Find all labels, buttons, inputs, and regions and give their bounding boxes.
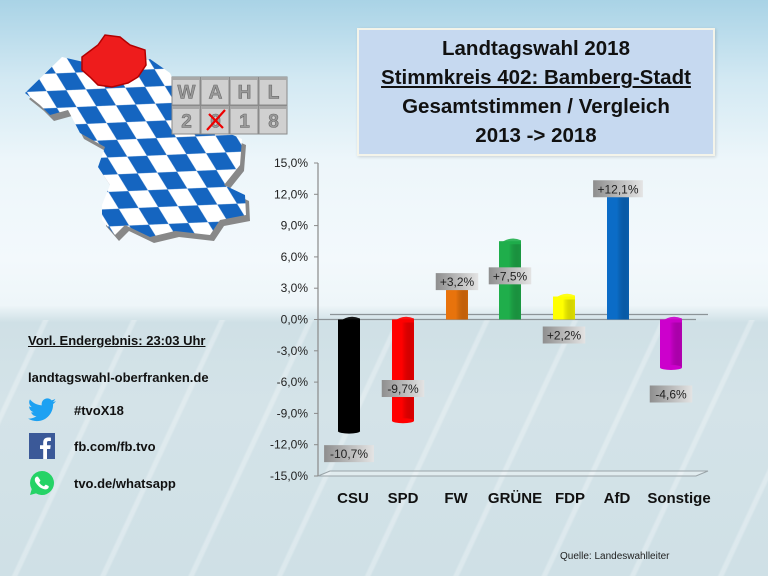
website-link[interactable]: landtagswahl-oberfranken.de [28, 370, 209, 385]
logo-cube: L [258, 76, 288, 106]
data-label: +7,5% [488, 267, 532, 285]
logo-cube: 0 [200, 105, 230, 135]
source-note: Quelle: Landeswahlleiter [560, 551, 670, 562]
bar-bottom [338, 428, 360, 434]
title-line-3: Gesamtstimmen / Vergleich [402, 95, 670, 118]
bar-fw [446, 283, 468, 320]
data-label-text: +2,2% [547, 329, 582, 343]
x-category-label: FDP [555, 490, 585, 507]
social-whatsapp[interactable]: tvo.de/whatsapp [28, 469, 176, 497]
x-category-label: FW [444, 490, 468, 507]
logo-cube: W [171, 76, 201, 106]
x-category-label: SPD [388, 490, 419, 507]
bar-bottom [660, 364, 682, 370]
logo-letter: L [268, 83, 280, 104]
facebook-icon [28, 432, 56, 460]
title-line-4: 2013 -> 2018 [475, 124, 597, 147]
social-twitter[interactable]: #tvoX18 [28, 396, 124, 424]
logo-letter: 1 [239, 112, 250, 133]
social-facebook[interactable]: fb.com/fb.tvo [28, 432, 156, 460]
title-box: Landtagswahl 2018 Stimmkreis 402: Bamber… [357, 28, 715, 156]
logo-letter: W [178, 83, 196, 104]
y-tick-label: -6,0% [277, 375, 309, 389]
data-label: +2,2% [542, 326, 586, 344]
wahl-2018-logo: W A H L 2 0 1 8 [171, 76, 288, 135]
logo-letter: 2 [181, 112, 192, 133]
y-tick-label: -12,0% [270, 438, 308, 452]
data-label: -9,7% [381, 380, 425, 398]
y-tick-label: 12,0% [274, 187, 308, 201]
bar-afd [607, 190, 629, 320]
bar-bottom [392, 418, 414, 424]
logo-letter: A [209, 83, 223, 104]
x-category-label: GRÜNE [488, 490, 542, 507]
y-tick-label: 9,0% [281, 219, 309, 233]
y-tick-label: -15,0% [270, 469, 308, 483]
y-tick-label: 3,0% [281, 281, 309, 295]
bar-cap [499, 238, 521, 245]
y-tick-label: 6,0% [281, 250, 309, 264]
ballot-cross-icon [206, 109, 226, 131]
logo-cube: 8 [258, 105, 288, 135]
data-label-text: -9,7% [387, 382, 419, 396]
data-label-text: -4,6% [655, 387, 687, 401]
bar-spd [392, 316, 414, 424]
data-label-text: -10,7% [330, 447, 368, 461]
whatsapp-icon [28, 469, 56, 497]
data-label-text: +7,5% [493, 269, 528, 283]
twitter-icon [28, 396, 56, 424]
chart-floor [317, 470, 709, 477]
y-tick-label: 15,0% [274, 156, 308, 170]
bar-cap [553, 293, 575, 300]
bavaria-map-logo: W A H L 2 0 1 8 [25, 34, 288, 243]
logo-cube: 1 [229, 105, 259, 135]
x-category-label: CSU [337, 490, 369, 507]
bar-cap [392, 316, 414, 323]
bar-fdp [553, 293, 575, 320]
y-tick-label: 0,0% [281, 313, 309, 327]
title-line-1: Landtagswahl 2018 [442, 37, 630, 60]
title-line-2: Stimmkreis 402: Bamberg-Stadt [381, 66, 691, 89]
logo-cube: H [229, 76, 259, 106]
whatsapp-link: tvo.de/whatsapp [74, 475, 176, 491]
data-label: +12,1% [593, 180, 643, 198]
y-tick-label: -9,0% [277, 406, 309, 420]
logo-letter: H [238, 83, 252, 104]
oberfranken-highlight [81, 34, 147, 88]
bar-sonstige [660, 316, 682, 370]
bar-cap [338, 316, 360, 323]
data-label: +3,2% [435, 273, 479, 291]
data-label: -10,7% [324, 445, 374, 463]
data-label-text: +3,2% [440, 275, 475, 289]
logo-letter: 8 [268, 112, 279, 133]
bar-csu [338, 316, 360, 434]
data-label-text: +12,1% [597, 182, 638, 196]
facebook-link: fb.com/fb.tvo [74, 438, 156, 454]
logo-cube: A [200, 76, 230, 106]
logo-cube: 2 [171, 105, 201, 135]
result-time: Vorl. Endergebnis: 23:03 Uhr [28, 333, 206, 348]
twitter-handle: #tvoX18 [74, 402, 124, 418]
bar-cap [660, 316, 682, 323]
x-category-label: AfD [604, 490, 631, 507]
bavaria-shape [25, 55, 246, 237]
y-tick-label: -3,0% [277, 344, 309, 358]
x-category-label: Sonstige [647, 490, 710, 507]
data-label: -4,6% [649, 385, 693, 403]
